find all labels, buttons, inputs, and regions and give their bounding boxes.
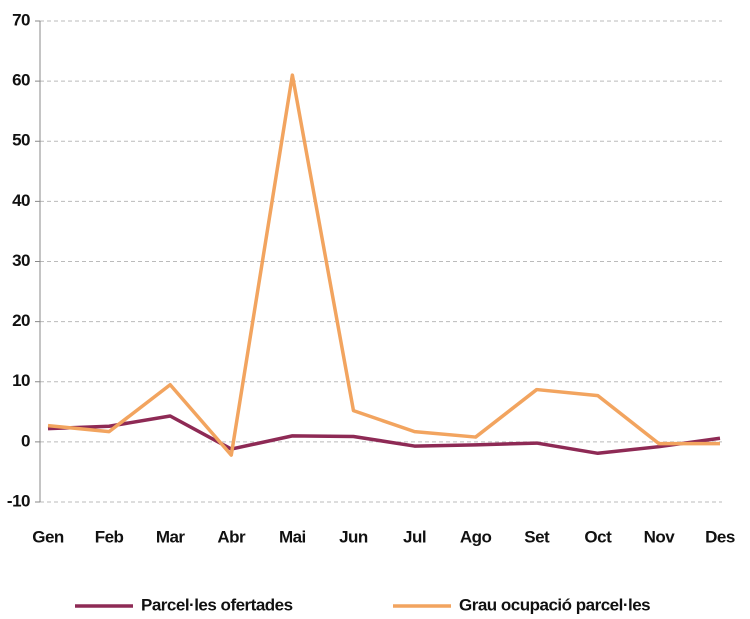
y-tick-label: 30 bbox=[12, 251, 30, 270]
x-tick-label: Set bbox=[524, 527, 550, 546]
y-tick-label: 0 bbox=[21, 431, 30, 450]
x-tick-label: Nov bbox=[644, 527, 676, 546]
y-tick-label: 70 bbox=[12, 10, 30, 29]
series-line bbox=[47, 73, 720, 457]
y-tick-label: 10 bbox=[12, 371, 30, 390]
x-tick-label: Abr bbox=[217, 527, 246, 546]
x-tick-label: Des bbox=[705, 527, 735, 546]
x-tick-label: Jun bbox=[339, 527, 368, 546]
x-tick-label: Mai bbox=[279, 527, 306, 546]
x-tick-label: Feb bbox=[95, 527, 124, 546]
x-tick-label: Oct bbox=[584, 527, 612, 546]
y-tick-label: -10 bbox=[7, 491, 30, 510]
y-tick-label: 20 bbox=[12, 311, 30, 330]
series-line bbox=[47, 414, 721, 456]
x-tick-label: Mar bbox=[156, 527, 186, 546]
legend-label: Grau ocupació parcel·les bbox=[459, 595, 650, 614]
y-tick-label: 60 bbox=[12, 71, 30, 90]
x-tick-label: Ago bbox=[460, 527, 492, 546]
y-tick-label: 40 bbox=[12, 191, 30, 210]
x-tick-label: Gen bbox=[32, 527, 64, 546]
y-tick-label: 50 bbox=[12, 131, 30, 150]
x-tick-label: Jul bbox=[403, 527, 426, 546]
legend-label: Parcel·les ofertades bbox=[141, 595, 293, 614]
